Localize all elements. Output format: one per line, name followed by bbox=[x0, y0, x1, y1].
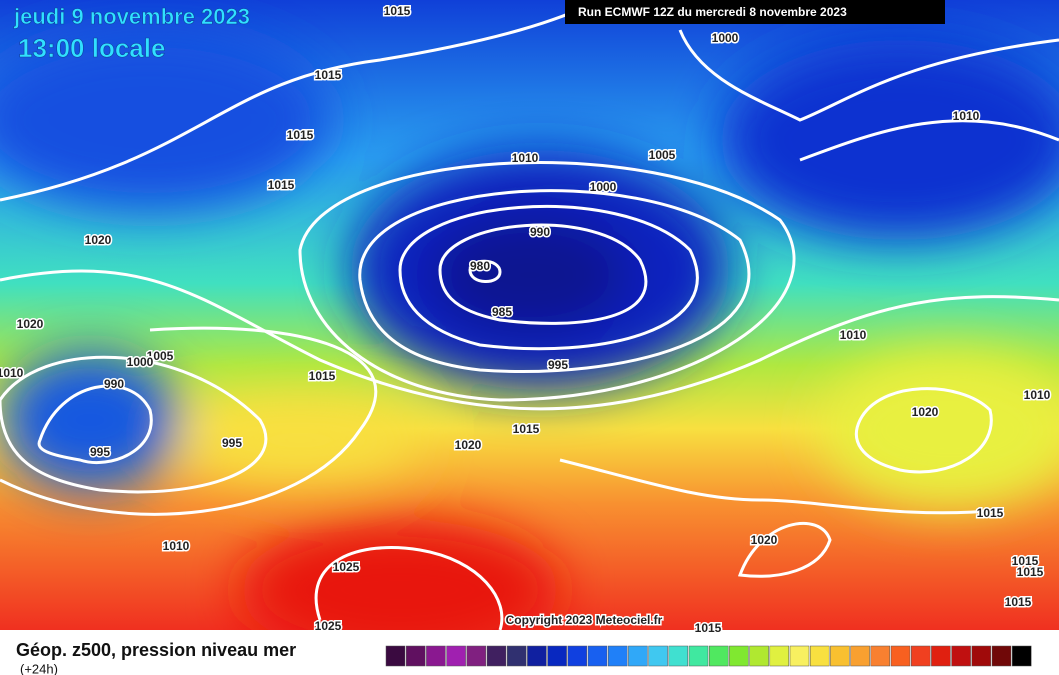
scale-swatch bbox=[870, 645, 891, 667]
run-info: Run ECMWF 12Z du mercredi 8 novembre 202… bbox=[578, 5, 847, 19]
scale-swatch bbox=[405, 645, 426, 667]
isobar-label: 995 bbox=[222, 436, 242, 450]
scale-swatch bbox=[1011, 645, 1032, 667]
field-blobs bbox=[0, 30, 1059, 630]
scale-swatch bbox=[385, 645, 406, 667]
scale-swatch bbox=[506, 645, 527, 667]
isobar-label: 980 bbox=[470, 259, 490, 273]
isobar-label: 1025 bbox=[315, 619, 342, 633]
isobar-label: 1015 bbox=[695, 621, 722, 635]
footer-title: Géop. z500, pression niveau mer bbox=[16, 640, 296, 660]
scale-swatch bbox=[789, 645, 810, 667]
isobar-label: 1005 bbox=[649, 148, 676, 162]
isobar-label: 1025 bbox=[333, 560, 360, 574]
isobar-label: 1015 bbox=[977, 506, 1004, 520]
scale-swatch bbox=[446, 645, 466, 667]
scale-swatch bbox=[426, 645, 446, 667]
scale-swatch bbox=[769, 645, 790, 667]
isobar-label: 1010 bbox=[0, 366, 24, 380]
isobar-label: 1015 bbox=[1012, 554, 1039, 568]
scale-swatch bbox=[668, 645, 689, 667]
scale-swatch bbox=[890, 645, 911, 667]
isobar-label: 1000 bbox=[590, 180, 617, 194]
scale-swatch bbox=[486, 645, 507, 667]
scale-swatch bbox=[809, 645, 830, 667]
scale-swatch bbox=[910, 645, 931, 667]
scale-swatch bbox=[708, 645, 729, 667]
map-area bbox=[0, 0, 1059, 630]
scale-swatch bbox=[991, 645, 1012, 667]
isobar-label: 1010 bbox=[1024, 388, 1051, 402]
isobar-label: 1000 bbox=[712, 31, 739, 45]
scale-swatch bbox=[971, 645, 992, 667]
scale-swatch bbox=[648, 645, 668, 667]
scale-swatch bbox=[567, 645, 588, 667]
scale-swatch bbox=[729, 645, 749, 667]
scale-swatch bbox=[850, 645, 870, 667]
isobar-label: 990 bbox=[530, 225, 550, 239]
isobar-label: 1020 bbox=[455, 438, 482, 452]
scale-swatch bbox=[628, 645, 648, 667]
isobar-label: 990 bbox=[104, 377, 124, 391]
copyright: Copyright 2023 Meteociel.fr bbox=[506, 613, 663, 627]
scale-swatch bbox=[951, 645, 971, 667]
isobar-label: 1015 bbox=[309, 369, 336, 383]
isobar-label: 1015 bbox=[513, 422, 540, 436]
isobar-label: 1015 bbox=[1005, 595, 1032, 609]
isobar-label: 1015 bbox=[384, 4, 411, 18]
date: jeudi 9 novembre 2023 bbox=[13, 4, 250, 29]
isobar-label: 1020 bbox=[912, 405, 939, 419]
color-scale bbox=[385, 645, 1032, 667]
scale-swatch bbox=[587, 645, 608, 667]
isobars bbox=[0, 0, 1059, 630]
isobar-label: 995 bbox=[90, 445, 110, 459]
isobar-label: 1020 bbox=[751, 533, 778, 547]
time: 13:00 locale bbox=[18, 33, 165, 63]
scale-swatch bbox=[527, 645, 547, 667]
footer-lead: (+24h) bbox=[20, 661, 58, 675]
isobar-label: 1015 bbox=[268, 178, 295, 192]
scale-swatch bbox=[749, 645, 769, 667]
isobar-label: 1010 bbox=[953, 109, 980, 123]
isobar-label: 1010 bbox=[840, 328, 867, 342]
isobar-label: 1010 bbox=[163, 539, 190, 553]
scale-swatch bbox=[547, 645, 567, 667]
isobar-label: 1015 bbox=[287, 128, 314, 142]
isobar-label: 1000 bbox=[127, 355, 154, 369]
isobar-label: 1005 bbox=[147, 349, 174, 363]
isobar-label: 1020 bbox=[17, 317, 44, 331]
isobar-label: 1020 bbox=[85, 233, 112, 247]
isobar-label: 1015 bbox=[315, 68, 342, 82]
scale-swatch bbox=[688, 645, 709, 667]
scale-swatch bbox=[607, 645, 628, 667]
isobar-label: 1015 bbox=[1017, 565, 1044, 579]
scale-swatch bbox=[466, 645, 487, 667]
isobar-label: 995 bbox=[548, 358, 568, 372]
isobar-label: 985 bbox=[492, 305, 512, 319]
run-banner bbox=[565, 0, 945, 24]
scale-swatch bbox=[931, 645, 951, 667]
isobar-label: 1010 bbox=[512, 151, 539, 165]
scale-swatch bbox=[830, 645, 850, 667]
